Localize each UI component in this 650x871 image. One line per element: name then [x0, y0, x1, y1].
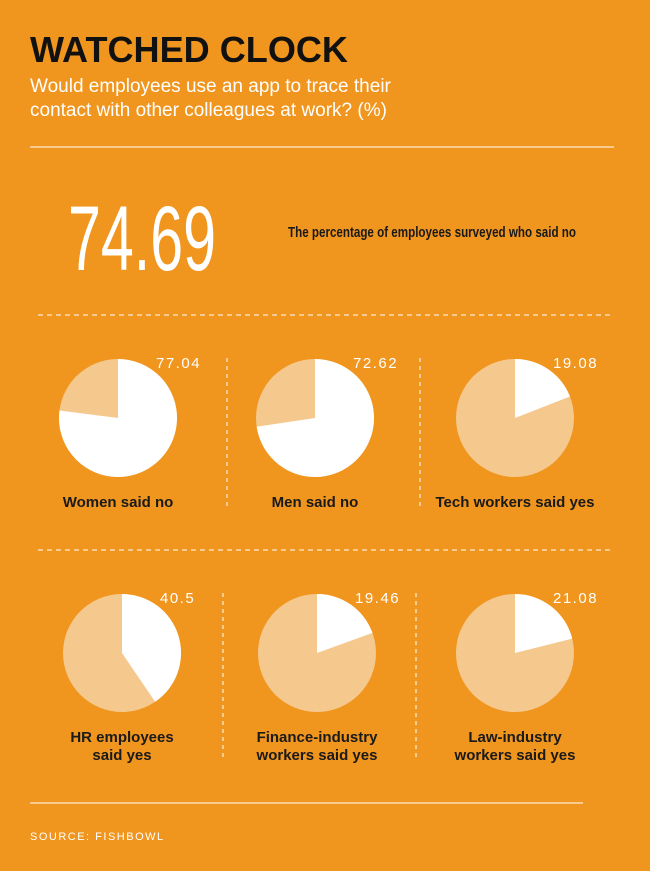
value-label: 19.08 [553, 355, 598, 372]
pie-title: Men said no [272, 494, 359, 511]
pie-title: HR employees said yes [70, 729, 173, 764]
value-label: 40.5 [160, 590, 195, 607]
value-label: 21.08 [553, 590, 598, 607]
source: SOURCE: FISHBOWL [30, 831, 165, 843]
value-label: 19.46 [355, 590, 400, 607]
subtitle: Would employees use an app to trace thei… [30, 76, 392, 121]
pie-slice [58, 359, 177, 478]
pie-slice [515, 359, 570, 418]
pie-slice [122, 594, 181, 702]
value-label: 77.04 [156, 355, 201, 372]
pie-slice [256, 359, 374, 477]
pie-title: Finance-industry workers said yes [256, 729, 379, 764]
value-label: 72.62 [353, 355, 398, 372]
pie-title: Women said no [63, 494, 174, 511]
headline-label: The percentage of employees surveyed who… [288, 224, 576, 241]
headline-number: 74.69 [68, 188, 216, 290]
pie-title: Law-industry workers said yes [454, 729, 576, 764]
pie-title: Tech workers said yes [436, 494, 595, 511]
pie-slice [317, 594, 373, 653]
pie-slice [515, 594, 573, 653]
title: WATCHED CLOCK [30, 29, 348, 70]
